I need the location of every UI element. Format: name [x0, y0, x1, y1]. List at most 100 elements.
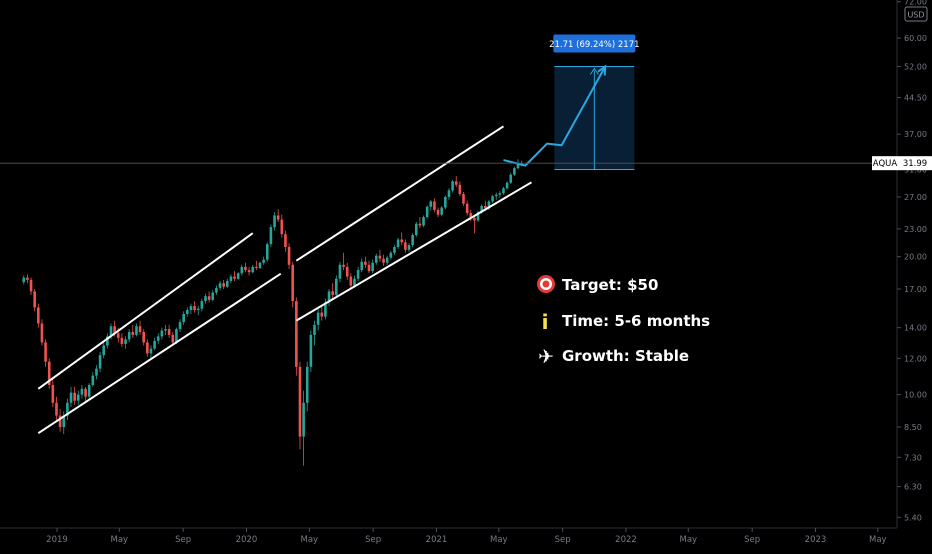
- candle: [309, 330, 313, 373]
- time-axis[interactable]: 2019 May Sep 2020 May Sep 2021 May Sep 2022 May Sep…: [46, 528, 887, 545]
- price-tick-label: 37.00: [904, 130, 927, 139]
- candle: [382, 254, 385, 266]
- candle: [393, 245, 396, 255]
- candle: [418, 217, 422, 228]
- candle: [513, 166, 516, 176]
- time-tick-label: Sep: [175, 535, 191, 545]
- price-tick-label: 23.00: [904, 225, 927, 234]
- candle: [207, 291, 211, 303]
- candle: [313, 320, 316, 346]
- candle: [222, 279, 225, 290]
- price-tick-label: 52.00: [904, 62, 927, 71]
- price-tick-label: 14.00: [904, 324, 927, 333]
- candle: [273, 212, 276, 231]
- candle: [429, 199, 433, 211]
- candle: [371, 259, 374, 274]
- candle: [327, 289, 331, 307]
- candle: [458, 181, 462, 197]
- candle: [494, 192, 498, 200]
- candle: [80, 384, 84, 399]
- candle: [447, 188, 451, 200]
- candle: [465, 200, 469, 216]
- candle: [160, 327, 164, 340]
- price-tick-label: 6.30: [904, 483, 922, 492]
- currency-box[interactable]: [904, 6, 928, 22]
- projection-path[interactable]: [503, 66, 607, 167]
- last-price-tag: 31.99: [903, 159, 927, 169]
- candle: [51, 379, 55, 407]
- candle: [454, 175, 458, 187]
- candle: [247, 266, 251, 276]
- candle: [284, 230, 287, 252]
- candle: [473, 215, 476, 234]
- candle: [262, 256, 265, 265]
- time-tick-label: May: [111, 535, 129, 545]
- candle: [331, 283, 334, 299]
- candle: [276, 209, 280, 223]
- candle: [360, 258, 364, 273]
- candle: [444, 195, 447, 210]
- airplane-icon: ✈: [538, 346, 554, 368]
- candle: [138, 320, 142, 335]
- candle: [164, 324, 167, 335]
- annotation-growth: ✈ Growth: Stable: [538, 346, 689, 368]
- time-tick-label: 2022: [615, 535, 637, 545]
- projection-group: [503, 64, 607, 167]
- trend-channel[interactable]: [295, 125, 532, 322]
- candle: [291, 261, 294, 308]
- candle: [66, 398, 69, 421]
- candle: [251, 264, 255, 274]
- candle: [258, 261, 262, 269]
- candle: [342, 252, 345, 271]
- candle: [378, 249, 382, 262]
- candle: [316, 308, 320, 331]
- candle: [186, 307, 189, 317]
- trend-channel[interactable]: [37, 232, 282, 435]
- candle: [236, 272, 240, 280]
- candle: [153, 337, 156, 351]
- price-tick-label: 60.00: [904, 34, 927, 43]
- candle: [374, 253, 378, 265]
- candle: [367, 260, 371, 274]
- measure-group: 21.71 (69.24%) 2171: [549, 34, 640, 170]
- candle: [433, 198, 436, 213]
- time-tick-label: 2021: [426, 535, 448, 545]
- price-tick-label: 27.00: [904, 193, 927, 202]
- candle: [120, 333, 124, 348]
- time-tick-label: 2023: [805, 535, 827, 545]
- annotation-growth-text: Growth: Stable: [562, 347, 689, 365]
- candle: [476, 210, 480, 223]
- candles-group: [22, 159, 523, 466]
- candle: [356, 266, 360, 281]
- candle: [255, 260, 258, 271]
- candle: [407, 243, 411, 252]
- candle: [135, 323, 138, 337]
- channel-upper-line: [295, 125, 505, 262]
- candle: [345, 262, 349, 280]
- candle: [149, 345, 153, 359]
- last-price-tag-background: [898, 156, 932, 171]
- candle: [69, 386, 73, 407]
- annotation-time-text: Time: 5-6 months: [562, 312, 710, 330]
- time-tick-label: May: [301, 535, 319, 545]
- candle: [422, 215, 425, 228]
- price-tags: AQUA 31.99: [872, 156, 932, 171]
- candle: [76, 390, 80, 405]
- candle: [58, 409, 62, 432]
- candle: [425, 205, 429, 219]
- candle: [265, 242, 269, 262]
- candle: [55, 396, 58, 421]
- candle: [218, 280, 222, 291]
- time-tick-label: 2019: [46, 535, 68, 545]
- candle: [91, 372, 95, 387]
- price-tick-label: 17.00: [904, 285, 927, 294]
- candle: [40, 319, 44, 346]
- price-axis-background: [897, 0, 932, 528]
- price-axis[interactable]: 72.0060.0052.0044.5037.0031.0027.0023.00…: [897, 0, 927, 522]
- candle: [451, 179, 454, 193]
- candle: [33, 289, 36, 312]
- candle: [335, 275, 338, 298]
- candle: [400, 232, 404, 246]
